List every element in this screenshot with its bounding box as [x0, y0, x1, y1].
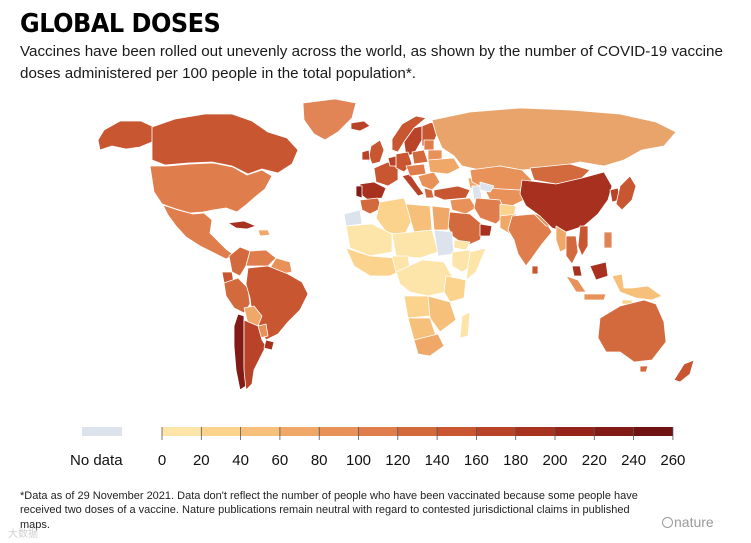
region-borneo: [589, 261, 609, 281]
scale-tick-label: 100: [346, 452, 371, 469]
region-china: [519, 171, 613, 233]
color-scale-legend: 0 20 40 60 80 100 120 140 160 180 200 220 240 260: [158, 427, 685, 469]
scale-tick-label: 60: [272, 452, 289, 469]
scale-segment: [515, 427, 555, 436]
scale-tick-label: 260: [660, 452, 685, 469]
scale-segment: [279, 427, 320, 436]
region-usa: [149, 162, 273, 214]
region-java: [583, 293, 607, 301]
region-sudan: [433, 229, 455, 257]
region-iran: [473, 197, 507, 225]
region-morocco: [359, 197, 383, 215]
region-australia: [597, 299, 667, 363]
region-argentina: [243, 319, 267, 391]
world-map: [97, 98, 695, 391]
region-baltics: [423, 139, 435, 151]
region-sumatra: [565, 275, 587, 293]
region-japan: [615, 175, 637, 211]
chart-subtitle: Vaccines have been rolled out unevenly a…: [20, 43, 723, 82]
scale-tick-label: 40: [232, 452, 249, 469]
scale-segment: [162, 427, 202, 436]
scale-segment: [555, 427, 595, 436]
region-sulawesi-png: [611, 273, 663, 301]
region-balkans: [417, 171, 441, 191]
scale-segment: [437, 427, 477, 436]
region-venezuela: [245, 249, 277, 267]
region-greenland: [302, 98, 357, 141]
region-no-data-central: [479, 181, 495, 193]
region-poland: [411, 149, 429, 165]
region-mauritania-mali: [345, 223, 393, 257]
region-libya: [405, 203, 433, 233]
no-data-swatch: [82, 427, 122, 436]
watermark-text: 大数据: [8, 529, 38, 540]
scale-tick-label: 140: [425, 452, 450, 469]
region-mexico: [162, 204, 235, 260]
scale-segment: [240, 427, 280, 436]
region-alaska: [97, 120, 155, 151]
region-greece: [423, 187, 435, 199]
region-malaysia: [571, 265, 583, 277]
scale-tick-label: 80: [311, 452, 328, 469]
region-new-zealand: [673, 359, 695, 383]
region-turkey: [433, 185, 471, 201]
scale-segment: [201, 427, 241, 436]
region-brazil: [245, 265, 309, 341]
region-zambia-moz: [427, 295, 457, 333]
region-myanmar: [555, 225, 569, 253]
region-iceland: [350, 120, 371, 132]
region-syria-iraq: [449, 197, 477, 215]
region-somalia: [465, 247, 487, 281]
region-france: [373, 161, 399, 187]
scale-segment: [319, 427, 359, 436]
region-sri-lanka: [531, 265, 539, 275]
region-portugal: [355, 185, 363, 199]
region-philippines: [603, 231, 613, 249]
region-cuba: [227, 220, 257, 230]
region-ukraine: [427, 157, 461, 175]
region-canada: [151, 113, 299, 175]
scale-tick-label: 180: [503, 452, 528, 469]
region-uk: [368, 139, 385, 165]
region-madagascar: [459, 311, 471, 339]
footnote: *Data as of 29 November 2021. Data don't…: [20, 490, 638, 531]
region-uruguay: [263, 339, 275, 351]
scale-tick-label: 20: [193, 452, 210, 469]
region-south-africa: [413, 333, 445, 357]
region-thailand: [565, 235, 579, 265]
region-tasmania: [639, 365, 649, 373]
region-russia: [431, 107, 677, 171]
scale-segment: [594, 427, 634, 436]
scale-tick-label: 120: [385, 452, 410, 469]
region-belarus: [427, 149, 443, 161]
scale-tick-label: 160: [464, 452, 489, 469]
chart-title: GLOBAL DOSES: [20, 8, 221, 39]
nature-credit: nature: [662, 514, 714, 530]
region-angola: [403, 295, 431, 319]
no-data-label: No data: [70, 452, 123, 469]
scale-segment: [358, 427, 398, 436]
region-ireland: [361, 149, 371, 161]
region-yemen: [453, 239, 471, 251]
region-east-africa: [443, 275, 467, 303]
credit-label: nature: [674, 514, 714, 530]
region-central-europe: [405, 163, 427, 177]
region-hispaniola: [257, 229, 271, 237]
region-spain: [359, 181, 387, 201]
region-western-sahara: [343, 209, 363, 227]
region-niger-chad: [391, 229, 439, 259]
region-gulf: [479, 223, 493, 237]
scale-segment: [476, 427, 516, 436]
region-vietnam: [577, 225, 589, 257]
scale-tick-label: 240: [621, 452, 646, 469]
scale-tick-label: 200: [542, 452, 567, 469]
scale-tick-label: 0: [158, 452, 166, 469]
region-egypt: [431, 205, 451, 231]
scale-segment: [633, 427, 673, 436]
copyright-icon: [662, 517, 673, 528]
scale-tick-label: 220: [582, 452, 607, 469]
scale-segment: [397, 427, 438, 436]
